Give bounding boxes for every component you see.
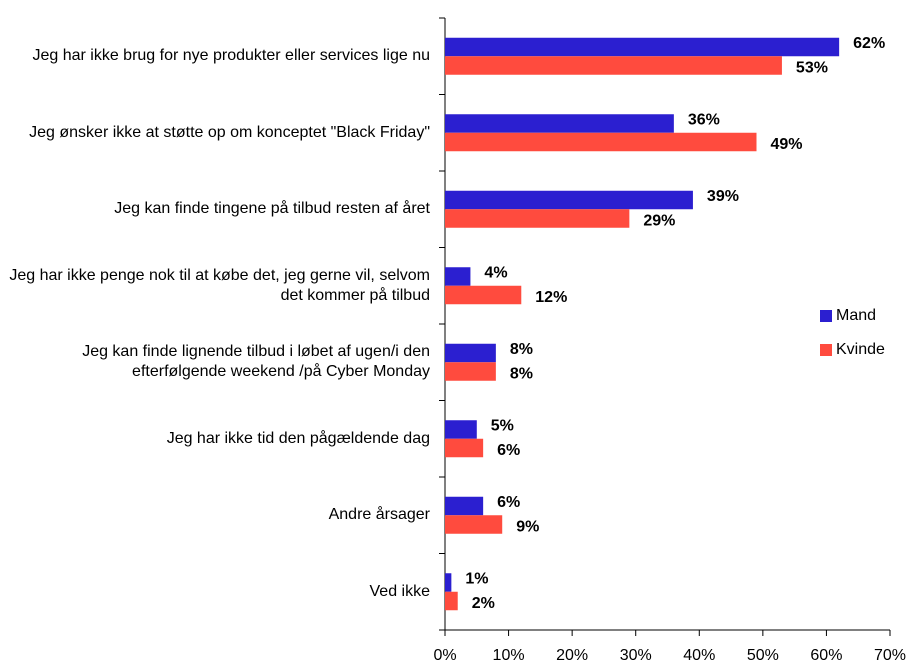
x-tick-label: 0% [433, 647, 456, 664]
value-label: 62% [853, 35, 885, 52]
value-label: 5% [491, 418, 514, 435]
bar [445, 190, 693, 210]
bar [445, 56, 782, 75]
legend-label: Kvinde [836, 341, 885, 358]
value-label: 29% [643, 213, 675, 230]
category-label: Jeg har ikke tid den pågældende dag [166, 429, 430, 447]
value-label: 6% [497, 494, 520, 511]
bar [445, 37, 840, 57]
x-tick-label: 40% [683, 647, 715, 664]
category-label: Jeg har ikke penge nok til at købe det, … [9, 266, 430, 304]
bar [445, 438, 484, 458]
value-label: 8% [510, 366, 533, 383]
value-label: 39% [707, 188, 739, 205]
x-tick-label: 50% [747, 647, 779, 664]
category-label: Jeg ønsker ikke at støtte op om koncepte… [29, 123, 430, 141]
bar [445, 515, 503, 534]
value-label: 12% [535, 289, 567, 306]
x-tick-label: 30% [620, 647, 652, 664]
bar [445, 591, 458, 611]
category-label: Andre årsager [328, 506, 430, 524]
legend-label: Mand [836, 307, 876, 324]
x-tick-label: 20% [556, 647, 588, 664]
category-label: Jeg kan finde lignende tilbud i løbet af… [82, 343, 430, 381]
category-label: Jeg har ikke brug for nye produkter elle… [32, 47, 430, 65]
value-label: 2% [472, 595, 495, 612]
bar [445, 209, 630, 228]
legend-swatch [820, 310, 832, 322]
legend-swatch [820, 344, 832, 356]
bar [445, 362, 496, 381]
value-label: 4% [484, 265, 507, 282]
value-label: 49% [771, 136, 803, 153]
value-label: 36% [688, 112, 720, 129]
value-label: 9% [516, 519, 539, 536]
bar [445, 132, 757, 152]
bar [445, 343, 496, 363]
category-label: Ved ikke [369, 582, 430, 600]
value-label: 1% [465, 571, 488, 588]
value-label: 53% [796, 60, 828, 77]
x-tick-label: 60% [810, 647, 842, 664]
bar [445, 420, 477, 439]
x-tick-label: 70% [874, 647, 906, 664]
bar [445, 285, 522, 305]
value-label: 8% [510, 341, 533, 358]
bar [445, 573, 452, 592]
bar [445, 114, 674, 133]
category-label: Jeg kan finde tingene på tilbud resten a… [114, 200, 430, 218]
bar [445, 496, 484, 516]
bar [445, 267, 471, 286]
value-label: 6% [497, 442, 520, 459]
x-tick-label: 10% [493, 647, 525, 664]
